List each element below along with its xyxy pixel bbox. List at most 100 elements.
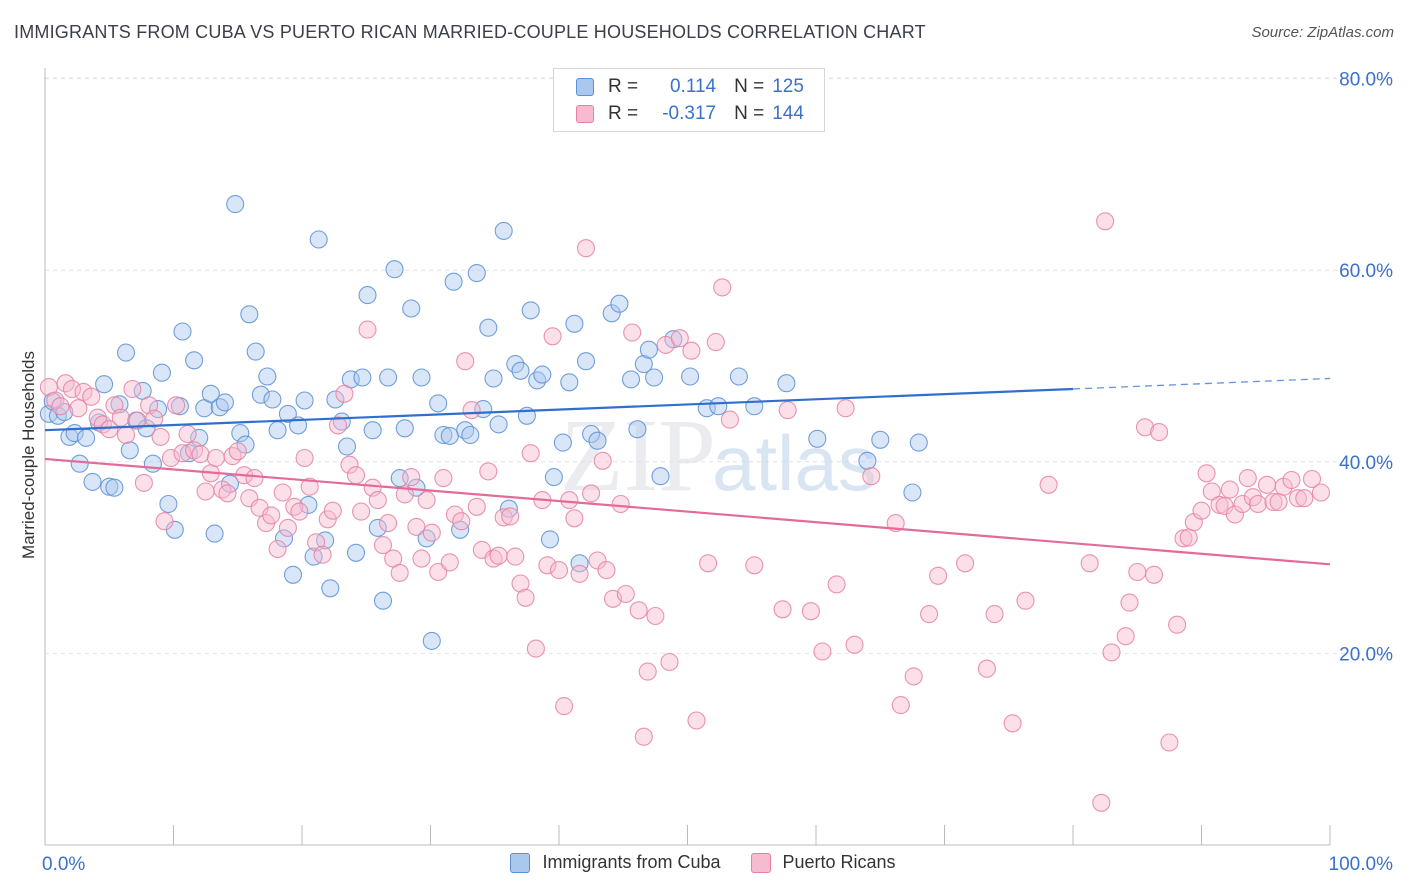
scatter-point (929, 566, 948, 585)
scatter-point (813, 642, 832, 661)
scatter-point (185, 351, 204, 370)
scatter-point (368, 518, 387, 537)
scatter-point (46, 391, 65, 410)
scatter-point (634, 727, 653, 746)
legend-r-value-cuba: 0.114 (669, 76, 717, 97)
scatter-point (773, 600, 792, 619)
scatter-point (570, 554, 589, 573)
scatter-point (62, 379, 82, 399)
scatter-point (283, 565, 303, 584)
scatter-point (69, 399, 88, 418)
scatter-point (858, 451, 877, 470)
scatter-point (610, 294, 629, 313)
scatter-point (729, 367, 748, 386)
scatter-point (226, 195, 245, 214)
scatter-point (196, 482, 215, 501)
scatter-point (205, 524, 224, 543)
scatter-point (313, 545, 332, 564)
scatter-point (395, 485, 414, 504)
scatter-point (100, 477, 119, 496)
scatter-point (777, 374, 796, 393)
scatter-point (77, 428, 96, 447)
scatter-point (358, 286, 377, 305)
scatter-point (801, 602, 820, 621)
legend-row-puerto-ricans: R = -0.317 N = 144 (576, 101, 804, 127)
scatter-point (1210, 495, 1229, 514)
scatter-point (444, 272, 463, 291)
scatter-point (346, 466, 366, 485)
scatter-point (206, 448, 225, 468)
scatter-point (533, 365, 552, 384)
scatter-point (290, 502, 309, 521)
scatter-point (891, 696, 910, 715)
scatter-point (140, 396, 159, 415)
scatter-point (623, 323, 642, 342)
scatter-point (417, 491, 436, 510)
scatter-point (1160, 733, 1179, 752)
scatter-point (268, 421, 287, 440)
scatter-point (452, 512, 471, 531)
scatter-point (258, 367, 277, 386)
scatter-point (1039, 475, 1058, 494)
scatter-point (985, 605, 1004, 624)
legend-swatch-cuba (576, 78, 594, 96)
legend-n-value-puerto-ricans: 144 (772, 103, 804, 124)
scatter-point (440, 553, 459, 572)
scatter-point (83, 472, 102, 491)
scatter-point (511, 574, 530, 593)
scatter-point (1288, 489, 1307, 508)
legend-row-cuba: R = 0.114 N = 125 (576, 74, 804, 100)
scatter-point (1144, 565, 1164, 584)
scatter-point (1257, 475, 1277, 494)
scatter-point (638, 662, 657, 681)
trend-line-cuba (44, 387, 1074, 432)
scatter-point (161, 448, 180, 468)
x-tick-labels: 0.0% 100.0% (42, 854, 1393, 875)
legend-item-puerto-ricans[interactable]: Puerto Ricans (750, 852, 896, 873)
scatter-point (268, 539, 287, 559)
scatter-point (385, 260, 404, 279)
scatter-point (1197, 464, 1216, 483)
scatter-point (1192, 501, 1211, 520)
scatter-point (602, 304, 621, 323)
scatter-point (373, 591, 393, 610)
scatter-point (1295, 489, 1314, 508)
legend-swatch-puerto-ricans (576, 105, 594, 123)
scatter-point (639, 340, 658, 359)
scatter-point (634, 355, 653, 374)
legend-item-cuba[interactable]: Immigrants from Cuba (510, 852, 721, 873)
scatter-point (1016, 591, 1035, 610)
scatter-point (262, 506, 281, 525)
scatter-point (352, 502, 371, 521)
scatter-point (489, 415, 508, 434)
scatter-point (223, 447, 242, 466)
scatter-point (82, 387, 101, 406)
scatter-point (682, 341, 701, 360)
scatter-point (904, 667, 923, 686)
scatter-point (429, 394, 448, 413)
scatter-point (429, 562, 448, 582)
scatter-point (621, 370, 641, 389)
scatter-point (1233, 494, 1252, 514)
scatter-point (528, 371, 547, 390)
scatter-point (651, 467, 670, 486)
scatter-point (116, 343, 136, 362)
scatter-point (105, 478, 124, 497)
watermark-zip: ZIP (560, 398, 716, 513)
scatter-point (285, 497, 304, 516)
scatter-point (278, 518, 297, 537)
scatter-point (337, 437, 357, 456)
scatter-point (629, 601, 648, 620)
scatter-point (611, 494, 630, 514)
scatter-point (555, 697, 574, 716)
scatter-point (1092, 793, 1111, 812)
scatter-point (299, 495, 318, 514)
scatter-point (516, 588, 535, 607)
legend-r-value-puerto-ricans: -0.317 (662, 103, 717, 124)
scatter-point (191, 445, 210, 464)
scatter-point (699, 554, 718, 573)
scatter-point (1120, 593, 1139, 612)
scatter-point (588, 551, 607, 570)
scatter-point (100, 420, 119, 439)
